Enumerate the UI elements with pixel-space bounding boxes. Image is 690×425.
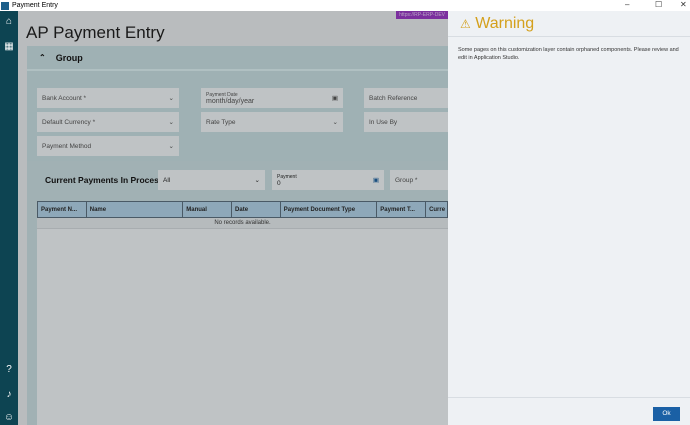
divider [448,397,690,398]
group-panel: ⌃ Group Bank Account * ⌄ Payment Date month… [27,46,448,161]
chevron-down-icon: ⌄ [168,143,174,150]
chevron-down-icon: ⌄ [332,119,338,126]
chevron-down-icon: ⌄ [168,95,174,102]
payment-date-input[interactable]: Payment Date month/day/year ▣ [201,88,343,108]
chevron-down-icon: ⌄ [168,119,174,126]
group-header[interactable]: ⌃ Group [27,46,448,71]
title-bar: Payment Entry – ☐ ✕ [0,0,690,11]
warning-icon: ⚠ [460,17,471,31]
column-header[interactable]: Curre [429,207,446,213]
help-icon[interactable]: ? [6,364,12,375]
home-icon[interactable]: ⌂ [5,16,13,27]
status-filter-select[interactable]: All ⌄ [158,170,265,190]
empty-message: No records available. [37,218,448,229]
in-use-by-input[interactable]: In Use By [364,112,448,132]
group-select[interactable]: Group * [390,170,448,190]
calendar-icon: ▣ [331,95,338,102]
current-payments-section: Current Payments In Process All ⌄ Payment… [27,161,448,425]
divider [448,36,690,37]
app-icon [1,1,9,10]
batch-reference-input[interactable]: Batch Reference [364,88,448,108]
group-label: Group [55,52,83,63]
close-button[interactable]: ✕ [680,0,687,9]
payments-table: Payment N... Name Manual Date Payment Do… [37,201,448,425]
section-title: Current Payments In Process [45,175,164,185]
minimize-button[interactable]: – [625,0,630,9]
apps-grid-icon[interactable]: ▦ [4,41,14,52]
column-header[interactable]: Manual [183,202,233,217]
user-icon[interactable]: ☺ [3,412,15,423]
default-currency-select[interactable]: Default Currency * ⌄ [37,112,179,132]
column-header[interactable]: Name [87,202,184,217]
chevron-up-icon: ⌃ [39,53,46,62]
payment-input[interactable]: Payment 0 ▣ [272,170,384,190]
document-icon: ▣ [372,177,379,184]
warning-dialog: ⚠ Warning Some pages on this customizati… [448,11,690,425]
sidebar: ⌂ ▦ ? ♪ ☺ [0,11,18,425]
bell-icon[interactable]: ♪ [6,389,12,400]
dialog-message: Some pages on this customization layer c… [458,47,679,61]
column-header[interactable]: Date [232,202,281,217]
column-header[interactable]: Payment T... [377,202,427,217]
payment-method-select[interactable]: Payment Method ⌄ [37,136,179,156]
column-header[interactable]: Payment Document Type [281,202,378,217]
bank-account-select[interactable]: Bank Account * ⌄ [37,88,179,108]
chevron-down-icon: ⌄ [254,177,260,184]
column-header[interactable]: Payment N... [38,202,87,217]
main-content: https://RP-ERP-DEV AP Payment Entry ⌃ Gro… [18,11,448,425]
table-header: Payment N... Name Manual Date Payment Do… [37,201,448,218]
rate-type-select[interactable]: Rate Type ⌄ [201,112,343,132]
window-title: Payment Entry [12,2,58,9]
environment-url: https://RP-ERP-DEV [396,11,448,19]
page-title: AP Payment Entry [26,23,165,42]
ok-button[interactable]: Ok [653,407,680,421]
maximize-button[interactable]: ☐ [655,0,663,9]
dialog-title: ⚠ Warning [460,15,535,32]
